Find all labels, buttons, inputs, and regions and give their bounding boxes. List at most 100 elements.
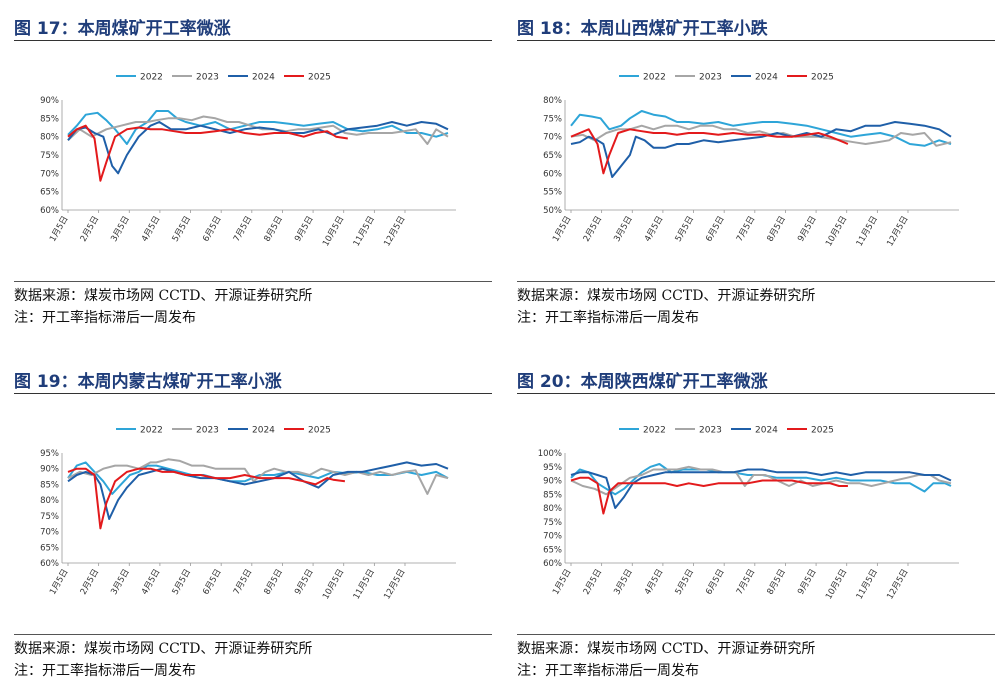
- legend-item: 2025: [787, 426, 834, 436]
- x-tick-label: 11月5日: [855, 215, 880, 249]
- x-tick-label: 7月5日: [232, 215, 255, 244]
- legend-item: 2022: [116, 73, 163, 83]
- legend-item: 2023: [675, 426, 722, 436]
- legend-item: 2024: [228, 73, 275, 83]
- figure-title: 图 17：本周煤矿开工率微涨: [14, 19, 231, 39]
- note-text: 注：开工率指标滞后一周发布: [14, 310, 196, 326]
- x-tick-label: 4月5日: [140, 215, 163, 244]
- legend-label: 2022: [140, 426, 163, 436]
- legend-item: 2022: [619, 426, 666, 436]
- y-tick-label: 75%: [40, 151, 59, 161]
- y-tick-label: 75%: [40, 512, 59, 522]
- legend-item: 2022: [116, 426, 163, 436]
- x-tick-label: 10月5日: [824, 215, 849, 249]
- x-tick-label: 4月5日: [643, 568, 666, 597]
- note-text: 注：开工率指标滞后一周发布: [517, 310, 699, 326]
- legend-label: 2024: [755, 73, 778, 83]
- x-tick-label: 5月5日: [674, 568, 697, 597]
- y-tick-label: 85%: [543, 490, 562, 500]
- x-tick-label: 12月5日: [885, 568, 910, 602]
- x-tick-label: 12月5日: [382, 215, 407, 249]
- x-tick-label: 2月5日: [79, 568, 102, 597]
- legend-item: 2023: [172, 73, 219, 83]
- y-tick-label: 85%: [40, 480, 59, 490]
- x-tick-label: 2月5日: [582, 568, 605, 597]
- x-tick-label: 2月5日: [79, 215, 102, 244]
- y-tick-label: 65%: [40, 543, 59, 553]
- note-text: 注：开工率指标滞后一周发布: [517, 663, 699, 679]
- legend-item: 2024: [228, 426, 275, 436]
- y-tick-label: 90%: [40, 96, 59, 106]
- x-tick-label: 1月5日: [48, 568, 71, 597]
- y-tick-label: 65%: [543, 151, 562, 161]
- y-tick-label: 65%: [40, 188, 59, 198]
- x-tick-label: 7月5日: [735, 568, 758, 597]
- x-tick-label: 3月5日: [612, 568, 635, 597]
- chart-legend: 2022 2023 2024 2025: [619, 426, 834, 436]
- legend-item: 2022: [619, 73, 666, 83]
- y-tick-label: 70%: [543, 532, 562, 542]
- series-line-2025: [570, 128, 849, 175]
- series-line-2023: [570, 124, 952, 147]
- x-tick-label: 6月5日: [201, 568, 224, 597]
- series-line-2025: [67, 124, 348, 182]
- x-tick-label: 5月5日: [674, 215, 697, 244]
- line-chart: 2022 2023 2024 2025 60% 65% 70% 75% 80% 85% 90% 95%…: [538, 426, 959, 602]
- chart-legend: 2022 2023 2024 2025: [116, 426, 331, 436]
- legend-label: 2025: [308, 426, 331, 436]
- y-tick-label: 80%: [40, 496, 59, 506]
- legend-label: 2022: [140, 73, 163, 83]
- x-tick-label: 11月5日: [352, 215, 377, 249]
- series-line-2022: [570, 110, 952, 147]
- figure-title: 图 18：本周山西煤矿开工率小跌: [517, 19, 768, 39]
- y-tick-label: 70%: [40, 528, 59, 538]
- x-tick-label: 8月5日: [262, 215, 285, 244]
- series-line-2024: [570, 468, 952, 509]
- title-rule: [14, 393, 492, 394]
- legend-label: 2022: [643, 73, 666, 83]
- y-tick-label: 60%: [40, 559, 59, 569]
- legend-item: 2023: [675, 73, 722, 83]
- title-rule: [14, 40, 492, 41]
- x-tick-label: 12月5日: [885, 215, 910, 249]
- source-rule: [517, 634, 995, 635]
- x-tick-label: 9月5日: [293, 215, 316, 244]
- x-tick-label: 9月5日: [293, 568, 316, 597]
- x-tick-label: 11月5日: [855, 568, 880, 602]
- y-tick-label: 85%: [40, 114, 59, 124]
- y-tick-label: 60%: [543, 559, 562, 569]
- legend-label: 2025: [308, 73, 331, 83]
- y-tick-label: 60%: [543, 169, 562, 179]
- x-tick-label: 8月5日: [765, 215, 788, 244]
- y-tick-label: 70%: [40, 169, 59, 179]
- x-tick-label: 5月5日: [171, 568, 194, 597]
- legend-item: 2024: [731, 426, 778, 436]
- series-line-2025: [67, 467, 346, 530]
- source-text: 数据来源：煤炭市场网 CCTD、开源证券研究所: [517, 288, 816, 304]
- legend-item: 2025: [787, 73, 834, 83]
- legend-label: 2023: [196, 73, 219, 83]
- source-rule: [14, 634, 492, 635]
- x-tick-label: 1月5日: [48, 215, 71, 244]
- legend-label: 2023: [196, 426, 219, 436]
- series-line-2023: [570, 465, 952, 496]
- series-line-2023: [67, 458, 449, 495]
- legend-item: 2023: [172, 426, 219, 436]
- series-line-2025: [570, 476, 848, 515]
- x-tick-label: 6月5日: [704, 568, 727, 597]
- legend-item: 2025: [284, 73, 331, 83]
- x-tick-label: 8月5日: [765, 568, 788, 597]
- legend-label: 2025: [811, 426, 834, 436]
- legend-label: 2025: [811, 73, 834, 83]
- y-tick-label: 90%: [543, 477, 562, 487]
- y-tick-label: 50%: [543, 206, 562, 216]
- legend-label: 2024: [252, 73, 275, 83]
- x-tick-label: 1月5日: [551, 215, 574, 244]
- figure-title: 图 20：本周陕西煤矿开工率微涨: [517, 372, 768, 392]
- legend-label: 2024: [755, 426, 778, 436]
- legend-label: 2023: [699, 73, 722, 83]
- x-tick-label: 3月5日: [109, 215, 132, 244]
- y-tick-label: 100%: [538, 449, 562, 459]
- y-tick-label: 90%: [40, 465, 59, 475]
- note-text: 注：开工率指标滞后一周发布: [14, 663, 196, 679]
